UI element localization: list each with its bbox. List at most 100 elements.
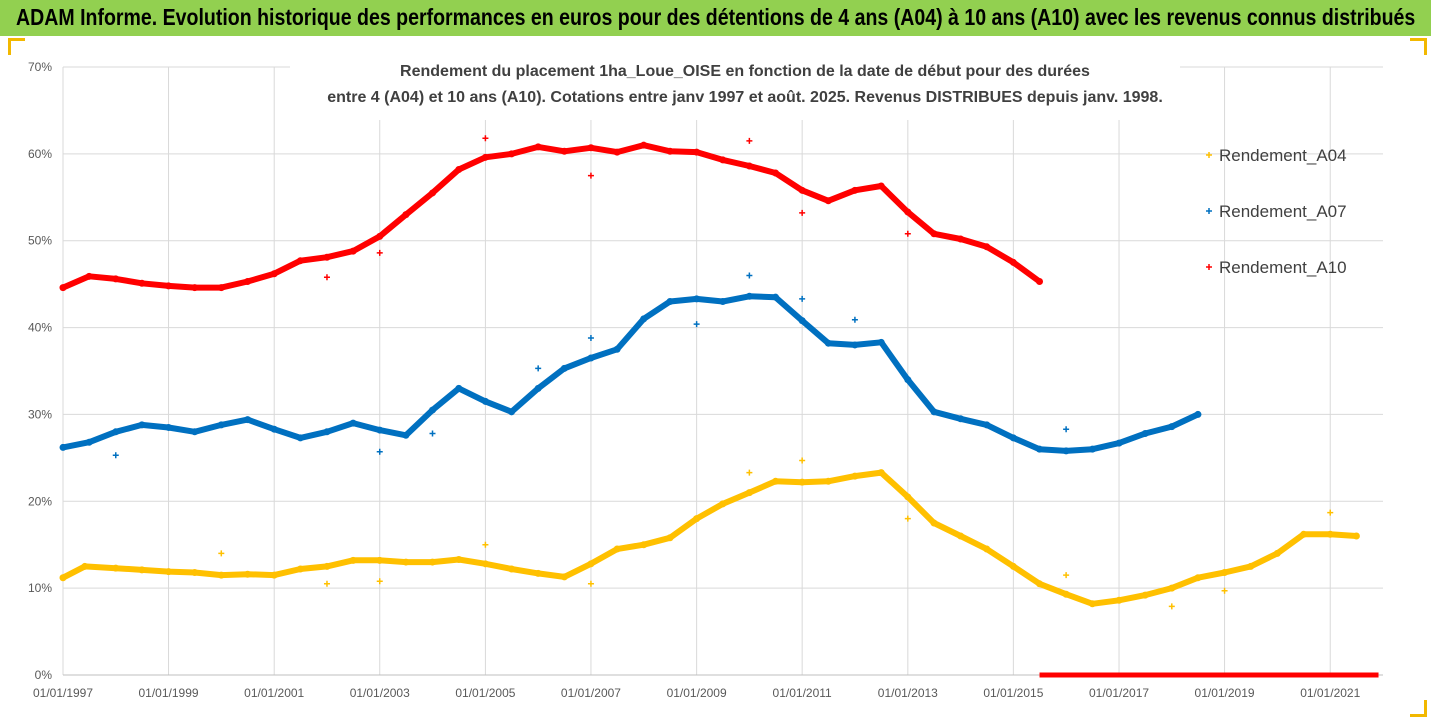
data-point: [1352, 532, 1360, 540]
y-tick-label: 50%: [28, 234, 52, 248]
y-tick-label: 0%: [35, 668, 53, 682]
data-point: [1009, 434, 1017, 442]
data-point: [191, 284, 199, 292]
data-point: [244, 278, 252, 286]
data-point: [376, 232, 384, 240]
x-tick-label: 01/01/2003: [350, 686, 410, 700]
outlier-point: [746, 137, 753, 144]
data-point: [165, 282, 173, 290]
data-point: [508, 150, 516, 158]
outlier-point: [323, 580, 330, 587]
outlier-point: [799, 457, 806, 464]
data-point: [640, 541, 648, 549]
data-point: [296, 257, 304, 265]
data-point: [112, 275, 120, 283]
data-point: [824, 477, 832, 485]
data-point: [1062, 447, 1070, 455]
legend-marker: [1206, 208, 1212, 214]
data-point: [349, 556, 357, 564]
outlier-point: [376, 448, 383, 455]
data-point: [930, 519, 938, 527]
outlier-point: [587, 172, 594, 179]
data-point: [640, 141, 648, 149]
data-point: [1009, 258, 1017, 266]
data-point: [772, 169, 780, 177]
data-point: [666, 298, 674, 306]
data-point: [191, 569, 199, 577]
x-tick-label: 01/01/2005: [455, 686, 515, 700]
y-tick-label: 20%: [28, 494, 52, 508]
data-point: [217, 284, 225, 292]
data-point: [772, 477, 780, 485]
data-point: [165, 423, 173, 431]
data-point: [1036, 580, 1044, 588]
chart-series: [59, 135, 1379, 678]
x-tick-label: 01/01/2001: [244, 686, 304, 700]
outlier-point: [376, 249, 383, 256]
outlier-point: [1063, 426, 1070, 433]
data-point: [534, 143, 542, 151]
data-point: [560, 147, 568, 155]
chart-title-background: [290, 50, 1180, 120]
x-tick-label: 01/01/2021: [1300, 686, 1360, 700]
data-point: [1300, 530, 1308, 538]
chart-axes: 0% 10% 20% 30% 40% 50% 60% 70% 01/01/1997 01/01/1…: [28, 60, 1383, 700]
data-point: [376, 556, 384, 564]
outlier-point: [1221, 587, 1228, 594]
data-point: [270, 571, 278, 579]
outlier-point: [112, 452, 119, 459]
data-point: [719, 156, 727, 164]
data-point: [429, 189, 437, 197]
data-point: [1247, 562, 1255, 570]
outlier-point: [587, 580, 594, 587]
data-point: [1141, 430, 1149, 438]
outlier-point: [851, 316, 858, 323]
data-point: [481, 153, 489, 161]
data-point: [587, 354, 595, 362]
banner-title: ADAM Informe. Evolution historique des p…: [16, 4, 1416, 30]
legend-label: Rendement_A04: [1219, 146, 1347, 165]
series-Rendement_A04: [59, 457, 1360, 610]
data-point: [693, 515, 701, 523]
data-point: [1036, 445, 1044, 453]
data-point: [112, 564, 120, 572]
data-point: [429, 558, 437, 566]
data-point: [983, 421, 991, 429]
data-point: [138, 421, 146, 429]
data-point: [666, 147, 674, 155]
data-point: [534, 384, 542, 392]
corner-bracket-top-left: [8, 38, 25, 55]
data-point: [798, 478, 806, 486]
outlier-point: [746, 469, 753, 476]
data-point: [165, 568, 173, 576]
data-point: [481, 397, 489, 405]
outlier-point: [1327, 509, 1334, 516]
outlier-point: [1168, 603, 1175, 610]
outlier-point: [746, 272, 753, 279]
series-line: [60, 469, 1360, 607]
data-point: [1036, 278, 1044, 286]
data-point: [904, 376, 912, 384]
data-point: [1194, 574, 1202, 582]
x-tick-label: 01/01/2007: [561, 686, 621, 700]
data-point: [296, 565, 304, 573]
data-point: [349, 419, 357, 427]
outlier-point: [904, 515, 911, 522]
data-point: [560, 364, 568, 372]
outlier-point: [693, 321, 700, 328]
outlier-point: [482, 135, 489, 142]
data-point: [402, 558, 410, 566]
x-tick-label: 01/01/2013: [878, 686, 938, 700]
data-point: [613, 148, 621, 156]
data-point: [455, 165, 463, 173]
data-point: [455, 384, 463, 392]
data-point: [244, 570, 252, 578]
data-point: [877, 182, 885, 190]
data-point: [851, 341, 859, 349]
chart-title-line: entre 4 (A04) et 10 ans (A10). Cotations…: [327, 89, 1163, 106]
series-line: [60, 142, 1043, 291]
data-point: [877, 338, 885, 346]
y-tick-label: 60%: [28, 147, 52, 161]
data-point: [455, 555, 463, 563]
